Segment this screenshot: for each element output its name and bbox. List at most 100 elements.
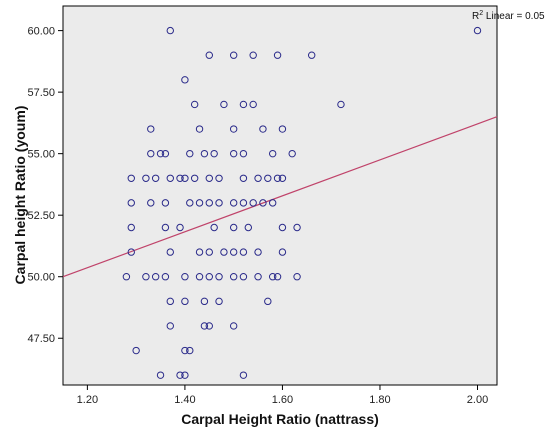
data-point xyxy=(229,125,238,133)
data-point xyxy=(473,26,482,35)
data-point xyxy=(210,149,218,158)
y-tick-label: 50.00 xyxy=(27,272,55,284)
data-point xyxy=(264,297,272,306)
data-point xyxy=(195,199,204,207)
y-tick-label: 52.50 xyxy=(27,210,55,222)
data-point xyxy=(161,149,170,158)
data-point xyxy=(239,149,248,158)
data-point xyxy=(273,51,282,59)
data-point xyxy=(176,371,184,379)
data-point xyxy=(229,199,238,207)
x-tick-label: 2.00 xyxy=(467,394,488,406)
plot-area xyxy=(62,5,498,386)
data-point xyxy=(249,199,257,207)
data-point xyxy=(200,297,209,306)
data-point xyxy=(142,174,150,182)
data-point xyxy=(249,100,257,109)
r-squared-annotation: R2 Linear = 0.05 xyxy=(472,10,545,22)
data-point xyxy=(161,223,170,232)
r-squared-prefix: R xyxy=(472,11,479,22)
data-point xyxy=(186,199,194,207)
data-point xyxy=(147,199,155,207)
data-point xyxy=(278,248,287,256)
data-point xyxy=(166,297,174,306)
data-point xyxy=(205,322,213,330)
y-axis: 47.50 50.00 52.50 55.00 57.50 60.00 xyxy=(27,26,63,345)
data-point xyxy=(229,322,238,330)
data-point xyxy=(122,273,131,281)
data-point xyxy=(239,199,248,207)
data-point xyxy=(147,125,155,133)
data-point xyxy=(254,174,262,182)
r-squared-superscript: 2 xyxy=(479,10,483,17)
data-point xyxy=(278,174,287,182)
data-point xyxy=(205,51,213,59)
data-point xyxy=(186,346,194,355)
data-point xyxy=(151,174,160,182)
data-point xyxy=(278,125,287,133)
y-tick-label: 60.00 xyxy=(27,26,55,38)
data-point xyxy=(220,100,228,109)
data-point xyxy=(190,100,199,109)
data-point xyxy=(278,223,287,232)
data-point xyxy=(181,76,189,84)
data-point xyxy=(259,125,267,133)
data-point xyxy=(259,199,267,207)
data-point xyxy=(176,174,184,182)
data-point xyxy=(200,149,209,158)
data-point xyxy=(307,51,316,59)
data-point xyxy=(239,100,248,109)
data-point xyxy=(239,371,248,379)
data-point xyxy=(229,223,238,232)
data-point xyxy=(195,125,204,133)
data-point xyxy=(337,100,345,109)
data-point xyxy=(229,273,238,281)
data-point xyxy=(239,273,248,281)
data-point xyxy=(127,174,135,182)
data-point xyxy=(215,297,223,306)
y-tick-label: 47.50 xyxy=(27,333,55,345)
data-point xyxy=(205,273,213,281)
data-point xyxy=(186,149,194,158)
data-point xyxy=(239,248,248,256)
data-points xyxy=(122,26,482,379)
data-point xyxy=(220,248,228,256)
data-point xyxy=(181,297,189,306)
data-point xyxy=(166,26,174,35)
r-squared-value: Linear = 0.05 xyxy=(483,11,545,22)
data-point xyxy=(288,149,296,158)
data-point xyxy=(229,248,238,256)
data-point xyxy=(210,223,218,232)
x-axis-title: Carpal Height Ratio (nattrass) xyxy=(181,411,379,427)
x-tick-label: 1.80 xyxy=(369,394,390,406)
data-point xyxy=(166,174,174,182)
data-point xyxy=(127,248,135,256)
data-point xyxy=(229,149,238,158)
data-point xyxy=(293,273,301,281)
data-point xyxy=(181,371,189,379)
data-point xyxy=(147,149,155,158)
data-point xyxy=(166,322,174,330)
data-point xyxy=(181,174,189,182)
data-point xyxy=(244,223,253,232)
data-point xyxy=(249,51,257,59)
data-point xyxy=(156,371,165,379)
data-point xyxy=(268,149,277,158)
x-tick-label: 1.20 xyxy=(77,394,98,406)
data-point xyxy=(215,199,223,207)
data-point xyxy=(161,273,170,281)
data-point xyxy=(293,223,301,232)
data-point xyxy=(205,199,213,207)
data-point xyxy=(195,248,204,256)
data-point xyxy=(205,174,213,182)
y-axis-title: Carpal height Ratio (youm) xyxy=(12,106,28,285)
data-point xyxy=(161,199,170,207)
data-point xyxy=(127,199,135,207)
y-tick-label: 57.50 xyxy=(27,87,55,99)
data-point xyxy=(239,174,248,182)
data-point xyxy=(195,273,204,281)
data-point xyxy=(254,248,262,256)
data-point xyxy=(215,174,223,182)
data-point xyxy=(273,273,282,281)
